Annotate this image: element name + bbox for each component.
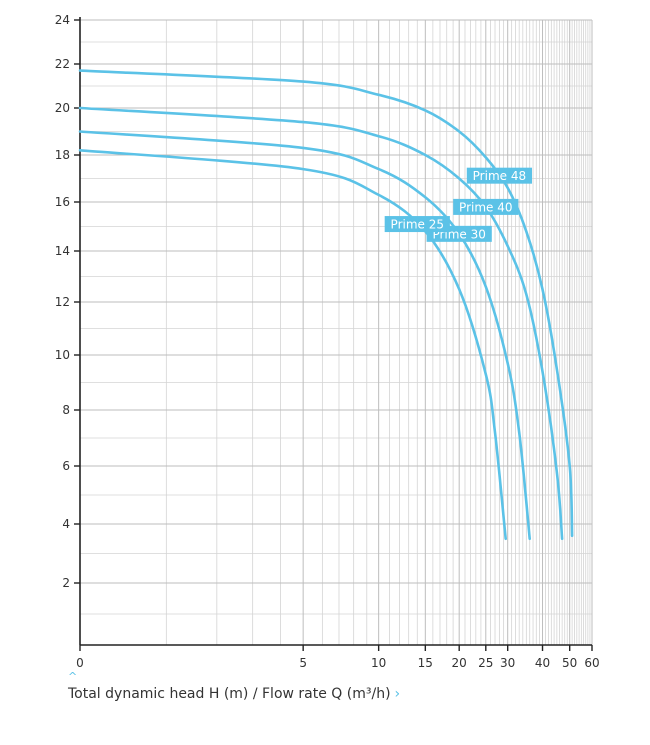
- chevron-right-icon[interactable]: ›: [394, 686, 401, 702]
- x-tick-label: 20: [452, 656, 467, 670]
- y-tick-label: 20: [55, 101, 70, 115]
- y-tick-label: 16: [55, 195, 70, 209]
- x-tick-label: 25: [478, 656, 493, 670]
- y-tick-label: 12: [55, 295, 70, 309]
- series-label: Prime 25: [391, 218, 444, 232]
- x-tick-label: 0: [76, 656, 84, 670]
- series-lines: [78, 69, 574, 541]
- x-tick-label: 50: [562, 656, 577, 670]
- y-tick-label: 6: [62, 459, 70, 473]
- axes: [79, 17, 592, 646]
- y-tick-label: 8: [62, 403, 70, 417]
- x-tick-label: 40: [535, 656, 550, 670]
- series-line: [78, 69, 574, 538]
- axis-caption: Total dynamic head H (m) / Flow rate Q (…: [68, 686, 400, 702]
- caret-up-icon[interactable]: ^: [68, 670, 78, 683]
- y-tick-label: 2: [62, 576, 70, 590]
- series-label-bg: [384, 216, 450, 233]
- tick-marks: [74, 19, 593, 651]
- minor-gridlines: [80, 20, 592, 645]
- y-tick-label: 22: [55, 57, 70, 71]
- series-label: Prime 40: [459, 200, 512, 214]
- y-tick-label: 4: [62, 517, 70, 531]
- y-tick-label: 10: [55, 348, 70, 362]
- x-tick-labels: 0 5 10 15 20 25 30 40 50 60: [76, 656, 599, 670]
- x-tick-label: 5: [299, 656, 307, 670]
- caption-text: Total dynamic head H (m) / Flow rate Q (…: [68, 686, 391, 702]
- series-line: [78, 149, 507, 541]
- x-tick-label: 15: [418, 656, 433, 670]
- series-label: Prime 48: [473, 169, 526, 183]
- series-label-bg: [453, 198, 519, 215]
- y-tick-label: 14: [55, 244, 70, 258]
- y-tick-label: 18: [55, 148, 70, 162]
- x-tick-label: 60: [584, 656, 599, 670]
- series-label-bg: [466, 167, 532, 184]
- series-line: [78, 130, 531, 541]
- x-tick-label: 30: [500, 656, 515, 670]
- y-tick-label: 24: [55, 13, 70, 27]
- x-tick-label: 10: [371, 656, 386, 670]
